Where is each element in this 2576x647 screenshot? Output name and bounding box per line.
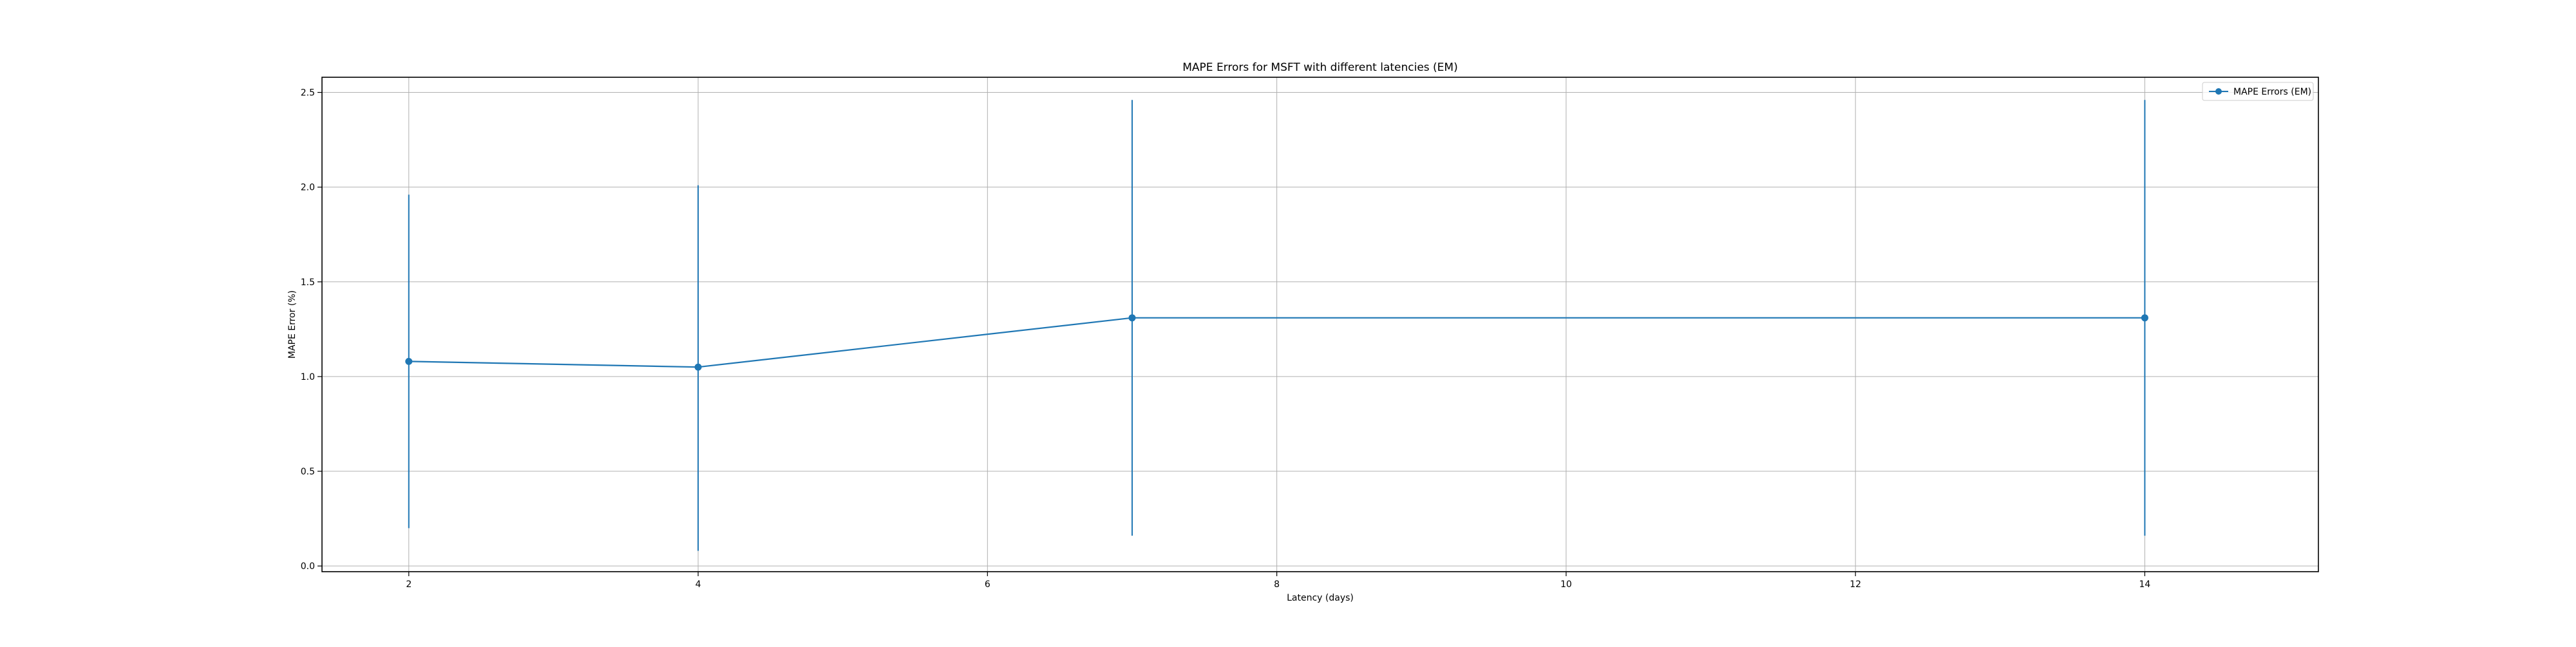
data-point [2141, 314, 2148, 322]
data-point [405, 357, 413, 365]
grid [322, 77, 2318, 572]
x-axis-ticks: 2 4 6 8 10 12 14 [406, 572, 2150, 590]
x-tick-label: 8 [1274, 579, 1280, 590]
series-lines [408, 317, 2145, 368]
x-axis-label: Latency (days) [1287, 593, 1354, 603]
y-tick-label: 1.0 [301, 372, 315, 382]
legend-box [2202, 82, 2314, 101]
x-tick-label: 6 [985, 579, 990, 590]
x-tick-label: 12 [1850, 579, 1861, 590]
plot-frame [321, 77, 2319, 572]
x-tick-label: 4 [696, 579, 701, 590]
data-point [694, 363, 702, 371]
legend-marker-swatch [2215, 88, 2222, 95]
chart-title: MAPE Errors for MSFT with different late… [1182, 61, 1457, 74]
y-axis-ticks: 0.0 0.5 1.0 1.5 2.0 2.5 [301, 88, 322, 572]
y-tick-label: 2.5 [301, 88, 315, 98]
x-tick-label: 2 [406, 579, 412, 590]
x-tick-label: 14 [2139, 579, 2151, 590]
series-line [408, 317, 2145, 368]
y-axis-label: MAPE Error (%) [287, 290, 298, 359]
y-tick-label: 2.0 [301, 183, 315, 193]
data-point [1128, 314, 1136, 322]
y-tick-label: 0.5 [301, 467, 315, 477]
series-markers [405, 314, 2148, 371]
x-tick-label: 10 [1560, 579, 1572, 590]
y-tick-label: 1.5 [301, 277, 315, 288]
legend: MAPE Errors (EM) [2202, 82, 2314, 101]
y-tick-label: 0.0 [301, 561, 315, 572]
legend-entry-label: MAPE Errors (EM) [2233, 87, 2311, 97]
